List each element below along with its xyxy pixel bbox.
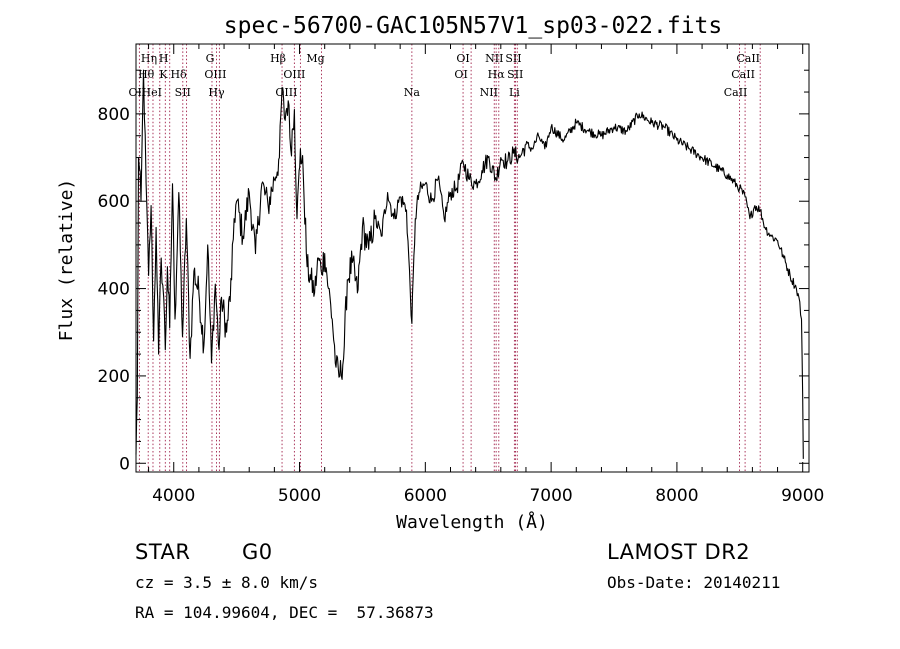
- marker-label: Na: [404, 86, 421, 99]
- x-tick-label: 9000: [781, 486, 824, 506]
- marker-label: NII: [485, 52, 503, 65]
- marker-label: OI: [456, 52, 469, 65]
- marker-label: Li: [509, 86, 520, 99]
- marker-label: Hβ: [270, 52, 286, 65]
- object-class: STAR: [135, 540, 191, 564]
- plot-frame: [135, 43, 810, 473]
- y-tick-label: 400: [98, 280, 130, 300]
- marker-label: Hθ: [138, 68, 155, 81]
- x-tick-label: 4000: [152, 486, 195, 506]
- marker-label: SII: [505, 52, 521, 65]
- marker-label: Hδ: [170, 68, 187, 81]
- x-tick-label: 8000: [655, 486, 698, 506]
- x-axis-ticks: 4000 5000 6000 7000 8000 9000: [148, 44, 824, 506]
- survey-name: LAMOST DR2: [607, 540, 751, 564]
- marker-label: OIII: [283, 68, 305, 81]
- marker-label: H: [159, 52, 169, 65]
- marker-label: Mg: [306, 52, 324, 65]
- sky-coordinates: RA = 104.99604, DEC = 57.36873: [135, 603, 434, 622]
- y-tick-label: 800: [98, 105, 130, 125]
- x-axis-label: Wavelength (Å): [396, 511, 548, 533]
- marker-label: OIII: [204, 68, 226, 81]
- redshift-value: cz = 3.5 ± 8.0 km/s: [135, 573, 319, 592]
- marker-label: CaII: [724, 86, 748, 99]
- marker-label: G: [206, 52, 215, 65]
- marker-label: HeI: [142, 86, 162, 99]
- x-tick-label: 7000: [529, 486, 572, 506]
- x-tick-label: 5000: [278, 486, 321, 506]
- marker-label: Hγ: [208, 86, 225, 99]
- spectrum-line: [135, 69, 804, 459]
- y-tick-label: 600: [98, 192, 130, 212]
- y-axis-ticks: 0 200 400 600 800: [98, 69, 809, 474]
- marker-label: OI: [454, 68, 467, 81]
- marker-label: OIII: [275, 86, 297, 99]
- y-axis-label: Flux (relative): [56, 179, 77, 342]
- marker-label: Hα: [488, 68, 506, 81]
- marker-label: SII: [507, 68, 523, 81]
- object-subclass: G0: [242, 540, 273, 564]
- marker-label: NII: [480, 86, 498, 99]
- marker-label: K: [159, 68, 168, 81]
- marker-label: CaII: [731, 68, 755, 81]
- spectral-line-markers: OIIHηHθHeIKHHδSIIGOIIIHγHβOIIIOIIIMgNaOI…: [129, 44, 761, 472]
- observation-date: Obs-Date: 20140211: [607, 573, 781, 592]
- y-tick-label: 0: [119, 454, 130, 474]
- chart-title: spec-56700-GAC105N57V1_sp03-022.fits: [224, 13, 723, 39]
- marker-label: Hη: [141, 52, 157, 65]
- y-tick-label: 200: [98, 367, 130, 387]
- marker-label: CaII: [736, 52, 760, 65]
- marker-label: SII: [175, 86, 191, 99]
- x-tick-label: 6000: [404, 486, 447, 506]
